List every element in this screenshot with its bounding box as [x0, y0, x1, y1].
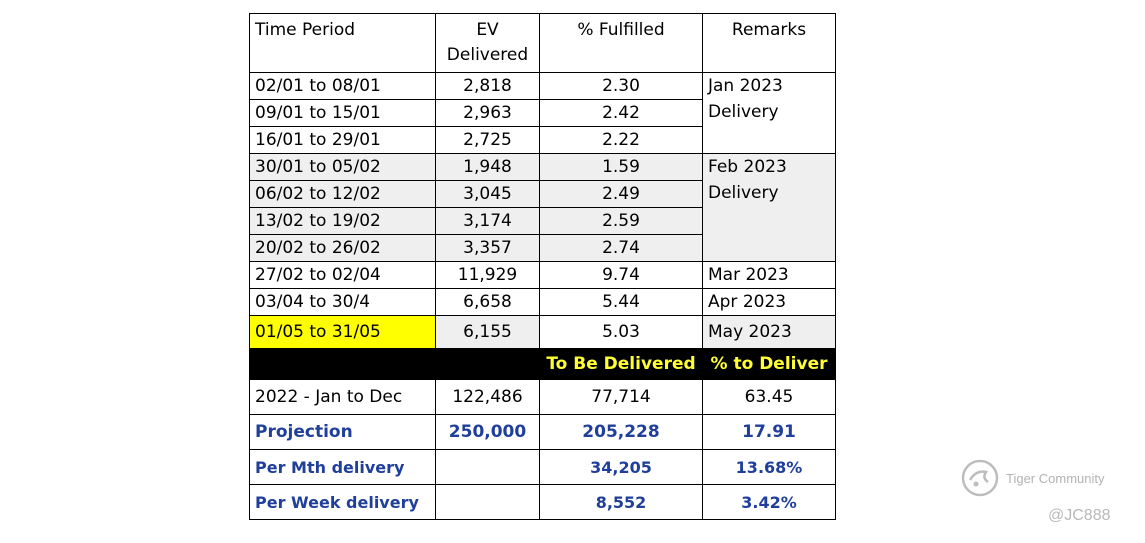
- ev-cell: 2,963: [435, 99, 540, 127]
- pct-cell: 9.74: [539, 261, 703, 289]
- table-row: 03/04 to 30/4 6,658 5.44 Apr 2023: [249, 288, 836, 316]
- summary-pct: 17.91: [702, 414, 836, 450]
- table-row: 13/02 to 19/02 3,174 2.59: [249, 207, 836, 235]
- table-row: 16/01 to 29/01 2,725 2.22: [249, 126, 836, 154]
- summary-tbd: 205,228: [539, 414, 703, 450]
- summary-tbd: 77,714: [539, 379, 703, 415]
- pct-cell: 2.42: [539, 99, 703, 127]
- ev-cell: 3,174: [435, 207, 540, 235]
- ev-cell: 11,929: [435, 261, 540, 289]
- header-pct-to-deliver: % to Deliver: [702, 348, 836, 380]
- summary-tbd: 8,552: [539, 484, 703, 520]
- header-time-period: Time Period: [249, 13, 436, 73]
- ev-cell: 6,155: [435, 315, 540, 349]
- period-cell: 27/02 to 02/04: [249, 261, 436, 289]
- summary-ev: [435, 449, 540, 485]
- summary-pct: 63.45: [702, 379, 836, 415]
- remark-mar: Mar 2023: [702, 261, 836, 289]
- table-row: 20/02 to 26/02 3,357 2.74: [249, 234, 836, 262]
- header-to-be-delivered: To Be Delivered: [539, 348, 703, 380]
- period-cell-highlighted: 01/05 to 31/05: [249, 315, 436, 349]
- watermark: Tiger Community: [960, 458, 1104, 498]
- summary-pct: 3.42%: [702, 484, 836, 520]
- header-pct-fulfilled: % Fulfilled: [539, 13, 703, 73]
- header-ev-delivered: EV Delivered: [435, 13, 540, 73]
- ev-cell: 3,357: [435, 234, 540, 262]
- summary-tbd: 34,205: [539, 449, 703, 485]
- summary-label: Per Week delivery: [249, 484, 436, 520]
- remark-feb: Feb 2023 Delivery: [702, 153, 836, 262]
- summary-header-blank: [249, 348, 436, 380]
- summary-label: Per Mth delivery: [249, 449, 436, 485]
- table-row: 01/05 to 31/05 6,155 5.03 May 2023: [249, 315, 836, 349]
- pct-cell: 2.74: [539, 234, 703, 262]
- remark-apr: Apr 2023: [702, 288, 836, 316]
- table-row: 02/01 to 08/01 2,818 2.30 Jan 2023 Deliv…: [249, 72, 836, 154]
- ev-cell: 3,045: [435, 180, 540, 208]
- table-row: 30/01 to 05/02 1,948 1.59 Feb 2023 Deliv…: [249, 153, 836, 262]
- header-row: Time Period EV Delivered % Fulfilled Rem…: [249, 13, 836, 73]
- summary-pct: 13.68%: [702, 449, 836, 485]
- watermark-brand: Tiger Community: [1006, 470, 1105, 486]
- summary-row: Projection 250,000 205,228 17.91: [249, 414, 836, 450]
- summary-row: Per Week delivery 8,552 3.42%: [249, 484, 836, 520]
- period-cell: 06/02 to 12/02: [249, 180, 436, 208]
- watermark-user: @JC888: [1048, 507, 1111, 524]
- summary-ev: [435, 484, 540, 520]
- summary-row: Per Mth delivery 34,205 13.68%: [249, 449, 836, 485]
- pct-cell: 2.30: [539, 72, 703, 100]
- ev-cell: 1,948: [435, 153, 540, 181]
- period-cell: 20/02 to 26/02: [249, 234, 436, 262]
- ev-cell: 2,725: [435, 126, 540, 154]
- period-cell: 02/01 to 08/01: [249, 72, 436, 100]
- table-row: 09/01 to 15/01 2,963 2.42: [249, 99, 836, 127]
- period-cell: 16/01 to 29/01: [249, 126, 436, 154]
- pct-cell: 2.49: [539, 180, 703, 208]
- pct-cell: 2.22: [539, 126, 703, 154]
- remark-jan: Jan 2023 Delivery: [702, 72, 836, 154]
- period-cell: 30/01 to 05/02: [249, 153, 436, 181]
- pct-cell: 5.44: [539, 288, 703, 316]
- ev-delivery-table: Time Period EV Delivered % Fulfilled Rem…: [249, 13, 836, 520]
- period-cell: 13/02 to 19/02: [249, 207, 436, 235]
- ev-cell: 2,818: [435, 72, 540, 100]
- ev-cell: 6,658: [435, 288, 540, 316]
- period-cell: 03/04 to 30/4: [249, 288, 436, 316]
- remark-may: May 2023: [702, 315, 836, 349]
- summary-ev: 250,000: [435, 414, 540, 450]
- summary-header-blank: [435, 348, 540, 380]
- summary-ev: 122,486: [435, 379, 540, 415]
- pct-cell: 2.59: [539, 207, 703, 235]
- summary-label: 2022 - Jan to Dec: [249, 379, 436, 415]
- period-cell: 09/01 to 15/01: [249, 99, 436, 127]
- summary-header-row: To Be Delivered % to Deliver: [249, 348, 836, 380]
- table-row: 27/02 to 02/04 11,929 9.74 Mar 2023: [249, 261, 836, 289]
- tiger-logo-icon: [961, 459, 999, 497]
- summary-label: Projection: [249, 414, 436, 450]
- pct-cell: 5.03: [539, 315, 703, 349]
- pct-cell: 1.59: [539, 153, 703, 181]
- header-remarks: Remarks: [702, 13, 836, 73]
- summary-row: 2022 - Jan to Dec 122,486 77,714 63.45: [249, 379, 836, 415]
- table-row: 06/02 to 12/02 3,045 2.49: [249, 180, 836, 208]
